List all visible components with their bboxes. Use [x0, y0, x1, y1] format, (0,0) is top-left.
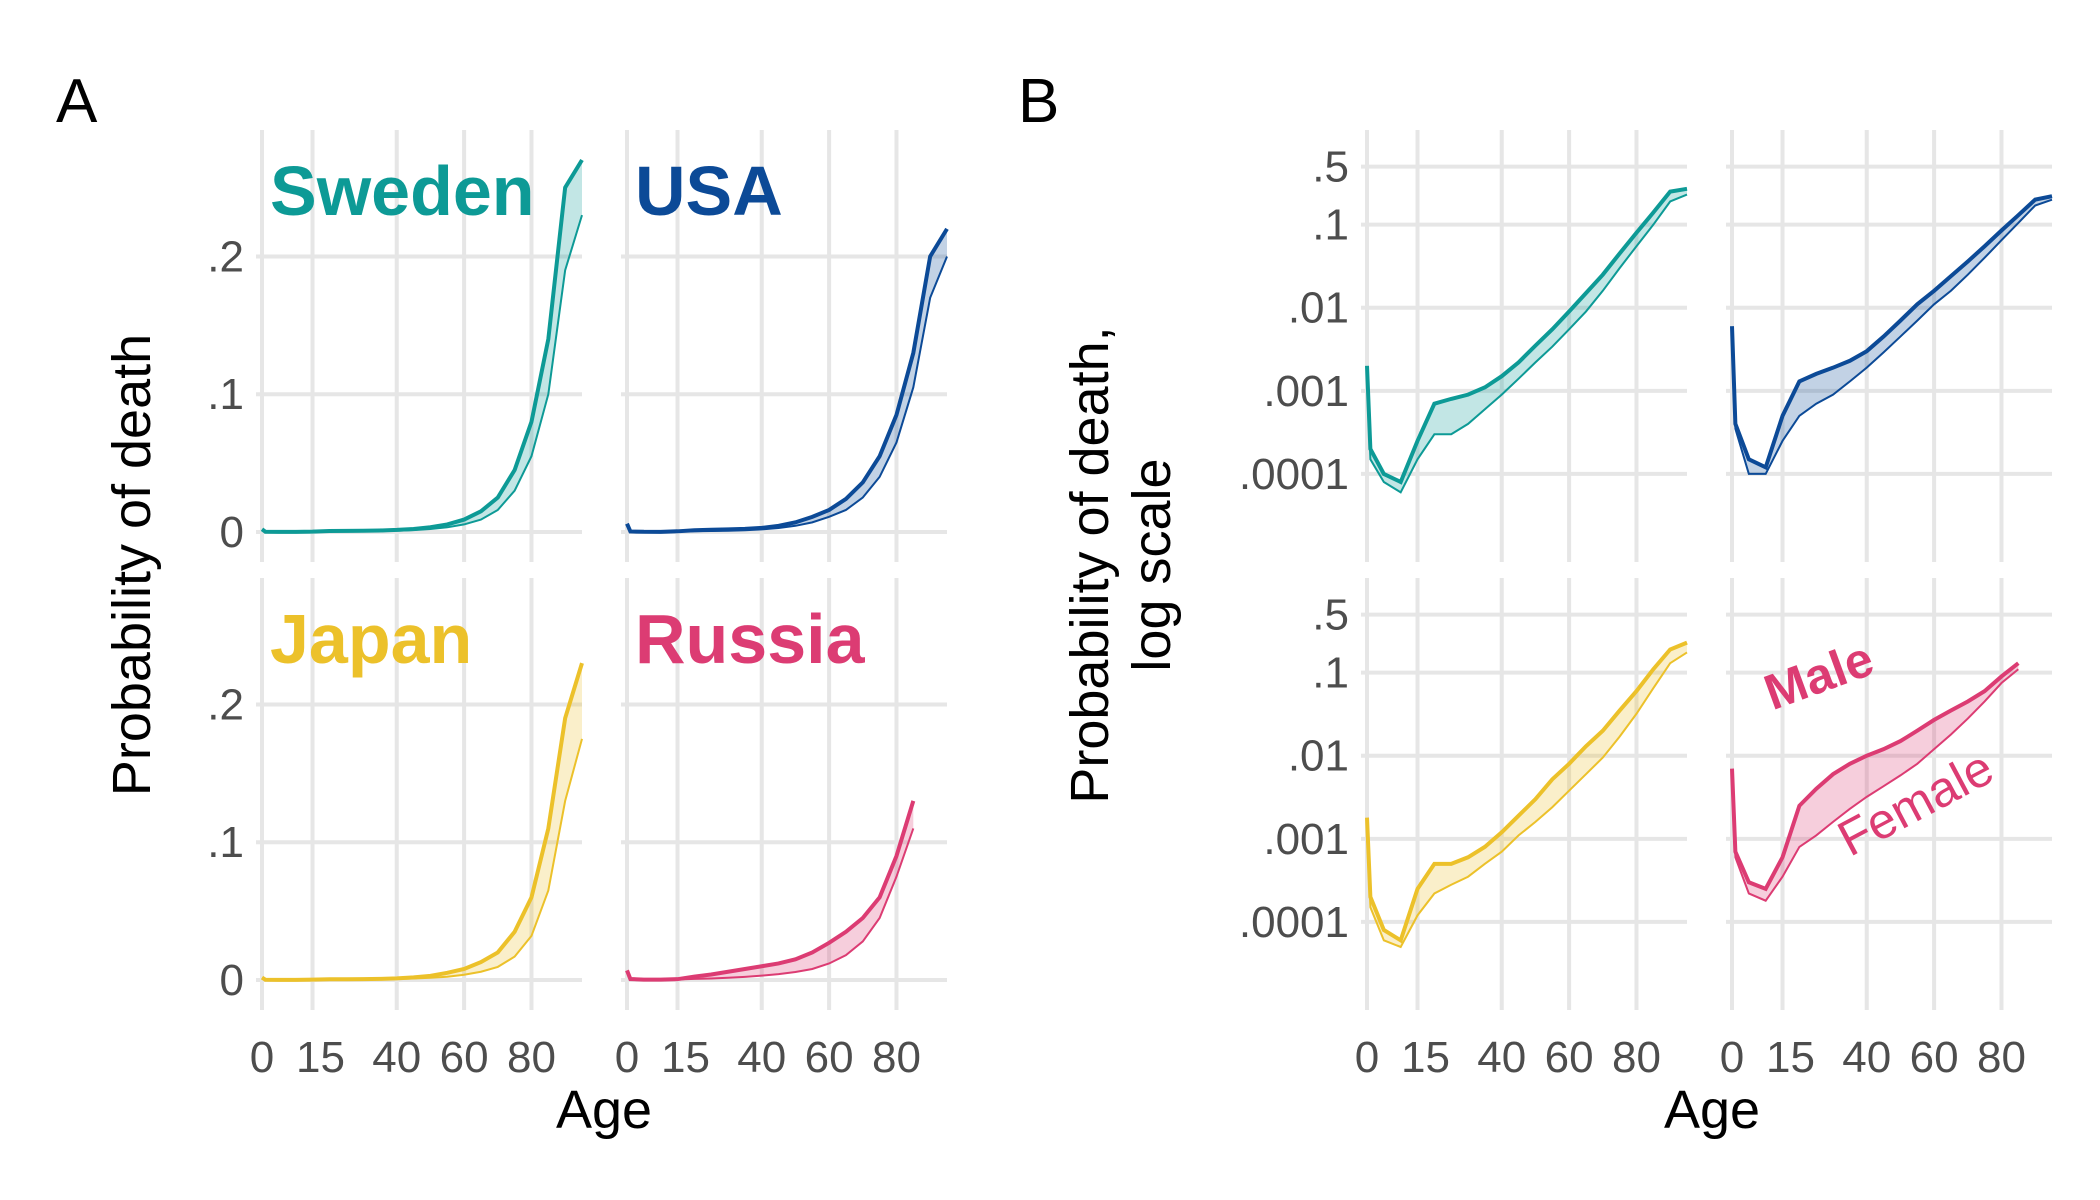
facet-russia-a: 0 15 40 60 80 Russia [615, 578, 947, 1082]
facet-sweden-b: .0001 .001 .01 .1 .5 [1239, 130, 1688, 562]
band-usa [1732, 196, 2052, 474]
y-tick-label: .0001 [1239, 450, 1349, 499]
panel-b-y-axis-title-line2: log scale [1122, 458, 1182, 671]
panel-a-x-axis-title: Age [556, 1080, 652, 1140]
y-tick-label: .1 [1312, 649, 1349, 698]
panel-b: B Age Probability of death, log scale [1018, 67, 1760, 1140]
facet-sweden-a: 0 .1 .2 Sweden [207, 130, 584, 562]
male-line-usa [1730, 194, 2053, 471]
y-tick-label: .2 [207, 232, 244, 281]
band-russia [1732, 663, 2019, 901]
y-tick-label: .1 [207, 818, 244, 867]
panel-letter-a: A [56, 67, 98, 136]
y-tick-label: .001 [1263, 815, 1349, 864]
x-tick-label: 80 [1612, 1033, 1661, 1082]
y-tick-label: .1 [207, 370, 244, 419]
country-label-russia: Russia [635, 600, 866, 678]
male-line-sweden [260, 158, 584, 534]
plot-area: 0 .1 .2 Sweden USA 0 .1 .2 0 15 40 60 80 Japan 0 15 40 60… [207, 130, 2053, 1082]
y-tick-label: 0 [220, 508, 244, 557]
band-russia [627, 800, 914, 980]
x-tick-label: 80 [507, 1033, 556, 1082]
female-line-japan [261, 738, 583, 981]
female-line-japan [1366, 651, 1688, 949]
female-line-sweden [1366, 193, 1688, 494]
y-tick-label: .5 [1312, 143, 1349, 192]
x-tick-label: 60 [1545, 1033, 1594, 1082]
x-tick-label: 15 [296, 1033, 345, 1082]
x-tick-label: 0 [1720, 1033, 1744, 1082]
band-japan [1367, 642, 1687, 947]
y-tick-label: .1 [1312, 201, 1349, 250]
male-line-usa [625, 227, 949, 534]
x-tick-label: 40 [1477, 1033, 1526, 1082]
male-line-japan [1365, 640, 1688, 944]
x-tick-label: 15 [1766, 1033, 1815, 1082]
male-line-russia [1730, 661, 2020, 892]
x-tick-label: 0 [250, 1033, 274, 1082]
female-line-russia [626, 828, 915, 981]
female-line-usa [1731, 198, 2053, 475]
female-line-russia [1731, 668, 2019, 902]
y-tick-label: .001 [1263, 367, 1349, 416]
country-label-usa: USA [635, 152, 783, 230]
x-tick-label: 40 [372, 1033, 421, 1082]
facet-usa-a: USA [621, 130, 949, 562]
x-tick-label: 15 [661, 1033, 710, 1082]
x-tick-label: 40 [737, 1033, 786, 1082]
panel-b-x-axis-title: Age [1664, 1080, 1760, 1140]
country-label-sweden: Sweden [270, 152, 535, 230]
x-tick-label: 80 [1977, 1033, 2026, 1082]
x-tick-label: 60 [1910, 1033, 1959, 1082]
x-tick-label: 80 [872, 1033, 921, 1082]
male-label: Male [1757, 630, 1881, 721]
band-sweden [1367, 188, 1687, 493]
y-tick-label: .5 [1312, 591, 1349, 640]
y-tick-label: .01 [1288, 732, 1349, 781]
y-tick-label: .01 [1288, 284, 1349, 333]
panel-a: A Age Probability of death [56, 67, 652, 1140]
female-line-sweden [261, 214, 583, 533]
x-tick-label: 60 [440, 1033, 489, 1082]
panel-letter-b: B [1018, 67, 1059, 136]
country-label-japan: Japan [270, 600, 472, 678]
facet-japan-a: 0 .1 .2 0 15 40 60 80 Japan [207, 578, 584, 1082]
facet-usa-b [1726, 130, 2053, 562]
y-tick-label: .0001 [1239, 898, 1349, 947]
x-tick-label: 60 [805, 1033, 854, 1082]
y-tick-label: 0 [220, 956, 244, 1005]
x-tick-label: 15 [1401, 1033, 1450, 1082]
panel-a-y-axis-title: Probability of death [102, 334, 162, 796]
male-line-japan [260, 662, 584, 982]
band-japan [262, 663, 582, 980]
facet-japan-b: .0001 .001 .01 .1 .5 0 15 40 60 80 [1239, 578, 1688, 1082]
x-tick-label: 40 [1842, 1033, 1891, 1082]
y-tick-label: .2 [207, 680, 244, 729]
x-tick-label: 0 [1355, 1033, 1379, 1082]
band-usa [627, 228, 947, 532]
male-line-sweden [1365, 186, 1688, 485]
male-line-russia [625, 800, 916, 982]
panel-b-y-axis-title-line1: Probability of death, [1060, 326, 1120, 803]
x-tick-label: 0 [615, 1033, 639, 1082]
